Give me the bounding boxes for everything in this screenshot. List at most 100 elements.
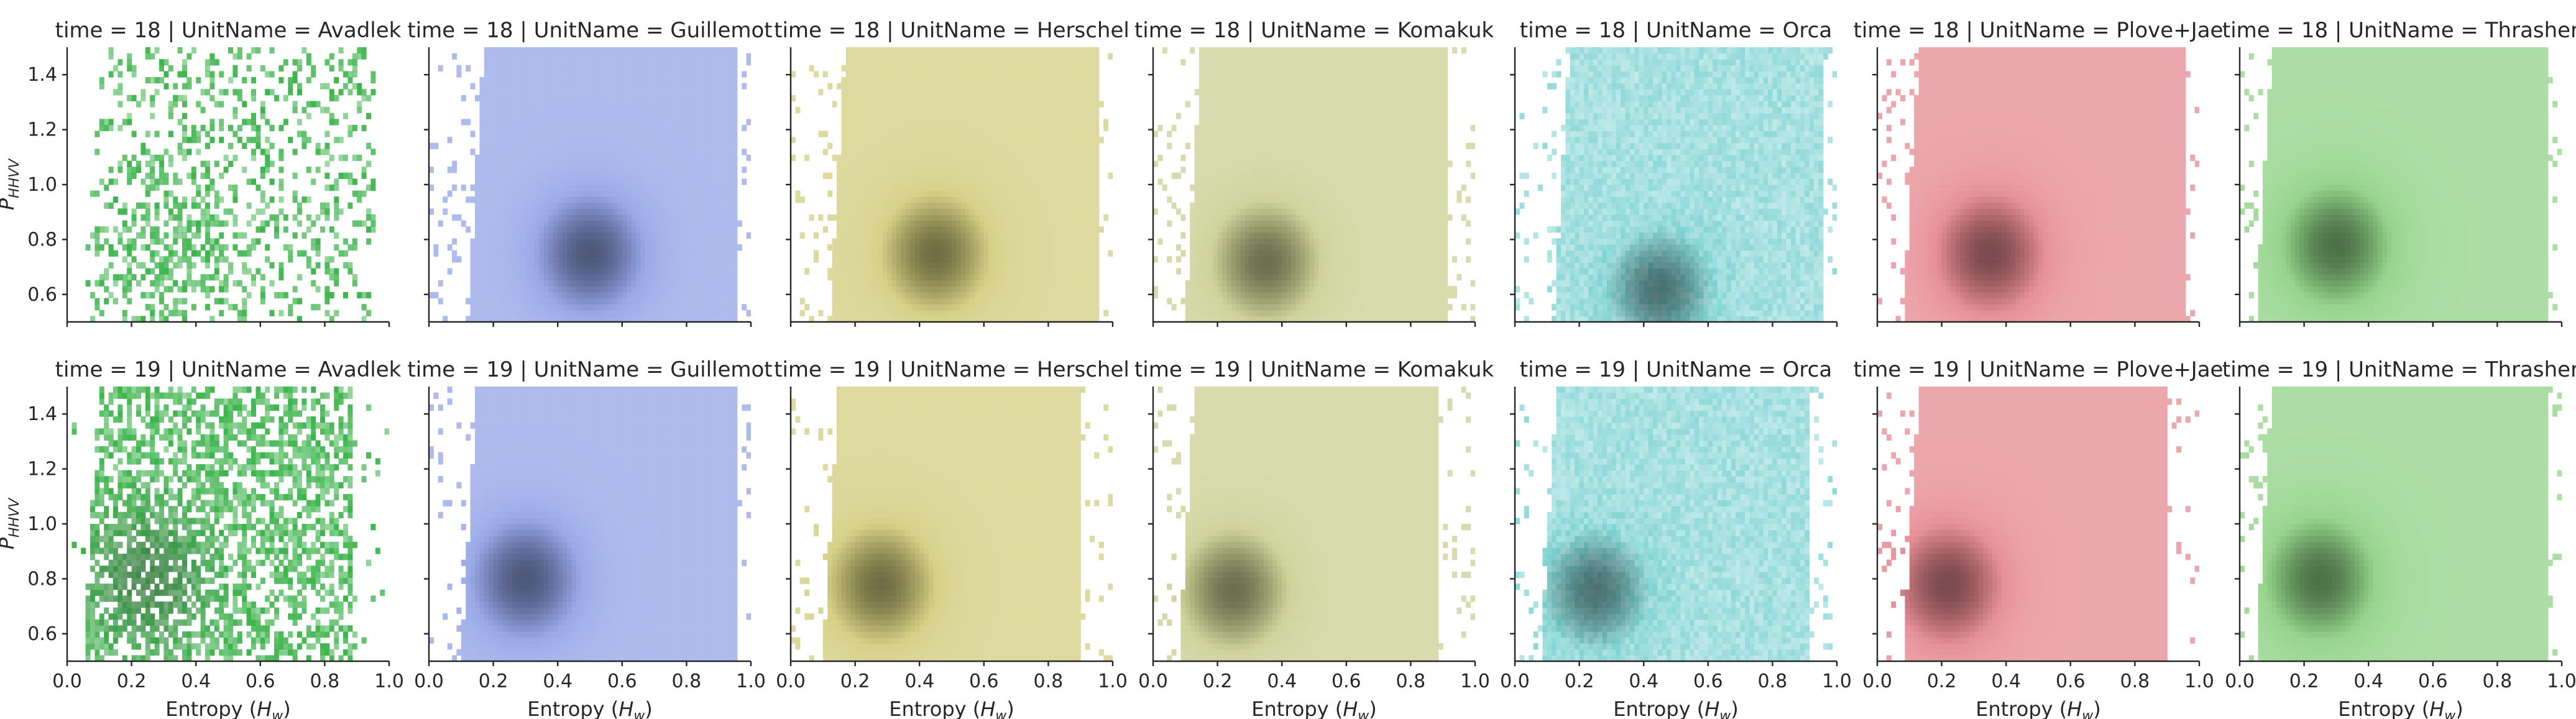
heatmap-cell: [640, 124, 646, 132]
heatmap-cell: [636, 71, 641, 78]
heatmap-cell: [723, 268, 729, 275]
heatmap-cell: [919, 83, 925, 89]
heatmap-cell: [581, 214, 586, 221]
heatmap-cell: [479, 304, 485, 311]
heatmap-cell: [512, 286, 517, 293]
heatmap-cell: [891, 286, 897, 293]
heatmap-cell: [512, 274, 517, 281]
heatmap-cell: [686, 167, 692, 173]
heatmap-cell: [627, 220, 632, 227]
heatmap-cell: [470, 298, 476, 305]
heatmap-cell: [622, 256, 627, 263]
heatmap-cell: [214, 202, 219, 209]
heatmap-cell: [613, 304, 618, 311]
heatmap-cell: [544, 71, 549, 78]
heatmap-cell: [493, 160, 499, 167]
heatmap-cell: [896, 83, 902, 89]
heatmap-cell: [594, 185, 600, 191]
heatmap-cell: [242, 119, 247, 126]
heatmap-cell: [659, 154, 664, 162]
heatmap-cell: [324, 208, 330, 215]
heatmap-cell: [832, 214, 837, 221]
heatmap-cell: [728, 309, 733, 316]
heatmap-cell: [668, 47, 673, 54]
heatmap-cell: [901, 131, 906, 137]
heatmap-cell: [960, 112, 966, 119]
heatmap-cell: [594, 154, 600, 162]
heatmap-cell: [205, 167, 210, 173]
heatmap-cell: [837, 256, 842, 263]
heatmap-cell: [719, 309, 724, 316]
heatmap-cell: [673, 202, 678, 209]
heatmap-cell: [668, 196, 673, 203]
heatmap-cell: [691, 107, 696, 114]
heatmap-cell: [732, 196, 738, 203]
heatmap-cell: [288, 256, 293, 263]
heatmap-cell: [841, 238, 847, 245]
heatmap-cell: [855, 286, 860, 293]
heatmap-cell: [329, 119, 334, 126]
heatmap-cell: [140, 94, 146, 102]
heatmap-cell: [581, 83, 586, 89]
heatmap-cell: [366, 94, 371, 102]
heatmap-cell: [728, 298, 733, 305]
heatmap-cell: [700, 65, 706, 72]
heatmap-cell: [975, 208, 980, 215]
heatmap-cell: [937, 250, 943, 257]
heatmap-cell: [479, 226, 485, 233]
heatmap-cell: [645, 304, 650, 311]
heatmap-cell: [631, 268, 637, 275]
heatmap-cell: [539, 59, 545, 66]
heatmap-cell: [613, 202, 618, 209]
heatmap-cell: [186, 137, 192, 144]
heatmap-cell: [868, 112, 874, 119]
heatmap-cell: [924, 244, 929, 251]
heatmap-cell: [929, 304, 934, 311]
heatmap-cell: [613, 238, 618, 245]
heatmap-cell: [896, 280, 902, 286]
heatmap-cell: [613, 214, 618, 221]
heatmap-cell: [714, 65, 719, 72]
heatmap-cell: [544, 238, 549, 245]
heatmap-cell: [237, 316, 242, 322]
heatmap-cell: [723, 142, 729, 149]
heatmap-cell: [205, 232, 210, 239]
heatmap-cell: [673, 119, 678, 126]
heatmap-cell: [929, 101, 934, 108]
heatmap-cell: [873, 89, 879, 96]
heatmap-cell: [845, 101, 851, 108]
heatmap-cell: [594, 167, 600, 173]
heatmap-cell: [663, 226, 669, 233]
heatmap-cell: [470, 309, 476, 316]
heatmap-cell: [507, 77, 512, 84]
heatmap-cell: [581, 190, 586, 197]
heatmap-cell: [622, 142, 627, 149]
heatmap-cell: [728, 149, 733, 155]
heatmap-cell: [479, 280, 485, 286]
heatmap-cell: [320, 107, 325, 114]
heatmap-cell: [177, 262, 183, 269]
heatmap-cell: [608, 172, 614, 179]
heatmap-cell: [933, 226, 939, 233]
heatmap-cell: [883, 160, 888, 167]
heatmap-cell: [567, 208, 572, 215]
heatmap-cell: [594, 142, 600, 149]
heatmap-cell: [131, 244, 137, 251]
heatmap-cell: [700, 124, 706, 132]
heatmap-cell: [645, 226, 650, 233]
heatmap-cell: [516, 280, 522, 286]
heatmap-cell: [906, 185, 911, 191]
heatmap-cell: [251, 274, 256, 281]
heatmap-cell: [970, 124, 975, 132]
heatmap-cell: [686, 178, 692, 185]
heatmap-cell: [663, 220, 669, 227]
heatmap-cell: [590, 53, 595, 60]
heatmap-cell: [484, 167, 489, 173]
heatmap-cell: [942, 196, 948, 203]
heatmap-cell: [709, 316, 715, 322]
heatmap-cell: [855, 154, 860, 162]
heatmap-cell: [168, 274, 173, 281]
heatmap-cell: [530, 280, 535, 286]
heatmap-cell: [645, 83, 650, 89]
heatmap-cell: [891, 196, 897, 203]
